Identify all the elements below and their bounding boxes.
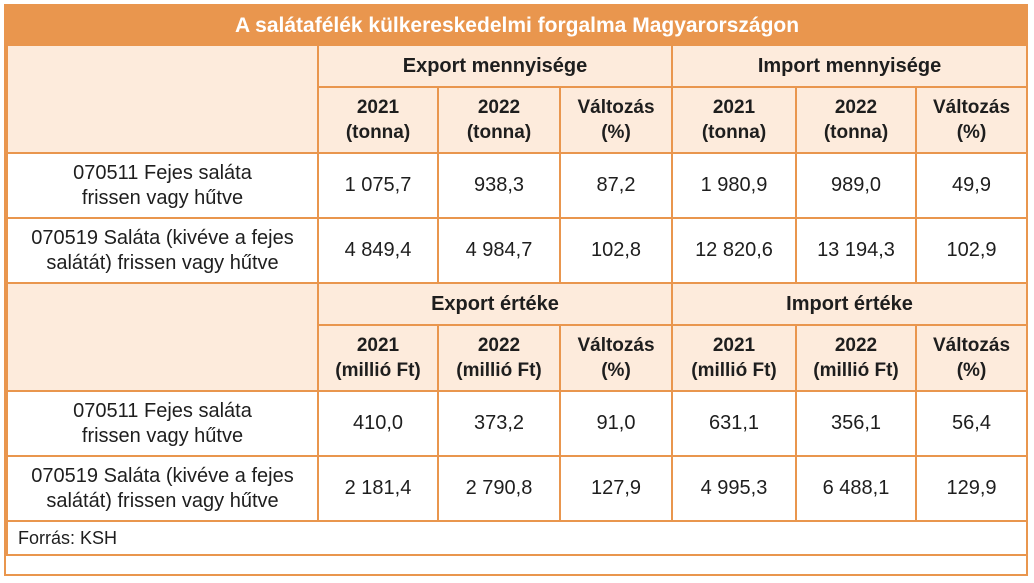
header-blank-cell [6, 282, 319, 392]
table-cell: 127,9 [559, 455, 673, 522]
column-header: 2022 (millió Ft) [795, 324, 917, 392]
table-cell: 91,0 [559, 390, 673, 457]
table-cell: 938,3 [437, 152, 561, 219]
source-note: Forrás: KSH [5, 520, 1029, 556]
table-cell: 410,0 [317, 390, 439, 457]
trade-table: A salátafélék külkereskedelmi forgalma M… [5, 6, 1029, 556]
group-header-import-quantity: Import mennyisége [670, 44, 1029, 88]
table-cell: 56,4 [914, 390, 1029, 457]
row-label: 070511 Fejes saláta frissen vagy hűtve [6, 390, 319, 457]
row-label: 070519 Saláta (kivéve a fejes salátát) fr… [6, 217, 319, 284]
table-cell: 1 075,7 [317, 152, 439, 219]
column-header: Változás (%) [914, 86, 1029, 154]
table-cell: 356,1 [795, 390, 917, 457]
table-cell: 102,8 [559, 217, 673, 284]
group-header-import-value: Import értéke [670, 282, 1029, 326]
column-header: 2021 (tonna) [671, 86, 797, 154]
group-header-export-value: Export értéke [317, 282, 673, 326]
table-cell: 4 995,3 [671, 455, 797, 522]
table-row: 070519 Saláta (kivéve a fejes salátát) fr… [6, 455, 1029, 522]
table-cell: 6 488,1 [795, 455, 917, 522]
column-header: 2021 (millió Ft) [671, 324, 797, 392]
table-cell: 102,9 [914, 217, 1029, 284]
table-cell: 1 980,9 [671, 152, 797, 219]
group-header-export-quantity: Export mennyisége [317, 44, 673, 88]
column-header: 2022 (millió Ft) [437, 324, 561, 392]
table-cell: 13 194,3 [795, 217, 917, 284]
row-label: 070519 Saláta (kivéve a fejes salátát) fr… [6, 455, 319, 522]
table-cell: 87,2 [559, 152, 673, 219]
column-header: Változás (%) [559, 86, 673, 154]
table-cell: 49,9 [914, 152, 1029, 219]
column-header: 2021 (tonna) [317, 86, 439, 154]
column-header: 2022 (tonna) [437, 86, 561, 154]
row-label: 070511 Fejes saláta frissen vagy hűtve [6, 152, 319, 219]
table-cell: 373,2 [437, 390, 561, 457]
table-cell: 989,0 [795, 152, 917, 219]
table-cell: 4 984,7 [437, 217, 561, 284]
table-cell: 2 790,8 [437, 455, 561, 522]
table-row: 070511 Fejes saláta frissen vagy hűtve 41… [6, 390, 1029, 457]
table-cell: 2 181,4 [317, 455, 439, 522]
column-header: Változás (%) [559, 324, 673, 392]
column-header: 2021 (millió Ft) [317, 324, 439, 392]
column-header: Változás (%) [914, 324, 1029, 392]
table-frame: A salátafélék külkereskedelmi forgalma M… [4, 4, 1029, 576]
table-cell: 12 820,6 [671, 217, 797, 284]
table-row: 070519 Saláta (kivéve a fejes salátát) fr… [6, 217, 1029, 284]
header-blank-cell [6, 44, 319, 154]
table-title: A salátafélék külkereskedelmi forgalma M… [5, 6, 1029, 46]
table-cell: 631,1 [671, 390, 797, 457]
table-cell: 4 849,4 [317, 217, 439, 284]
table-row: 070511 Fejes saláta frissen vagy hűtve 1 … [6, 152, 1029, 219]
column-header: 2022 (tonna) [795, 86, 917, 154]
table-cell: 129,9 [914, 455, 1029, 522]
